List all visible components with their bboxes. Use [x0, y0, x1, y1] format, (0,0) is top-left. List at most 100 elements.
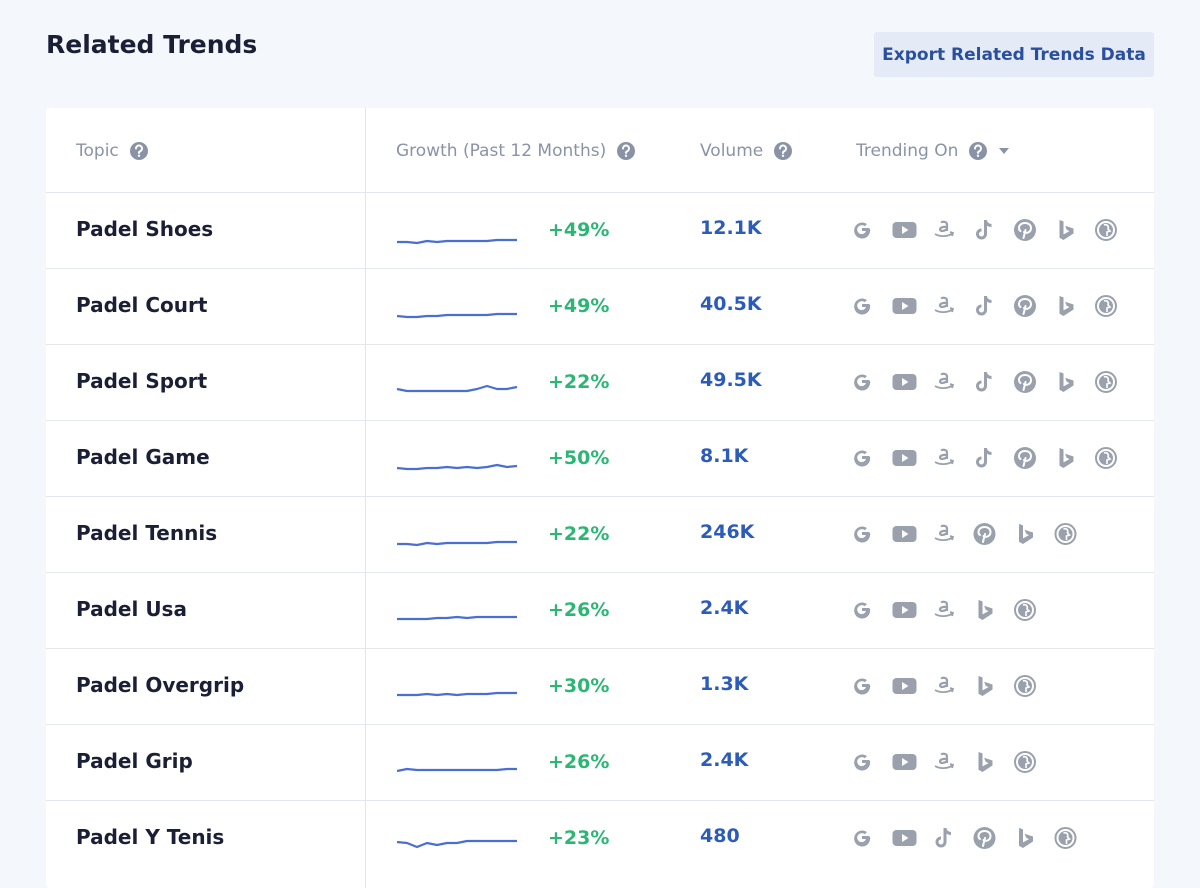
- table-row: Padel Shoes +49% 12.1K: [46, 192, 1154, 269]
- platform-icon: [934, 524, 955, 542]
- platform-icon: [934, 220, 955, 238]
- platform-icon: [1095, 295, 1117, 317]
- growth: +22%: [548, 371, 610, 393]
- column-divider: [365, 108, 366, 888]
- platform-icon: [978, 676, 993, 696]
- platform-icon: [1059, 220, 1074, 240]
- platform-icon: [978, 752, 993, 772]
- platform-icon: [934, 600, 955, 618]
- topic[interactable]: Padel Usa: [76, 597, 187, 621]
- platform-icons: [852, 825, 1152, 855]
- trends-table: Topic Growth (Past 12 Months) Volume Trendi…: [46, 108, 1154, 888]
- column-header-text: Volume: [700, 141, 764, 161]
- column-header-text: Growth (Past 12 Months): [396, 141, 607, 161]
- platform-icon: [973, 827, 996, 849]
- platform-icon: [934, 296, 955, 314]
- growth: +26%: [548, 599, 610, 621]
- platform-icon-set: [854, 219, 1117, 241]
- dropdown-arrow[interactable]: [998, 147, 1010, 155]
- platform-icon: [1014, 219, 1036, 241]
- sparkline: [397, 615, 517, 621]
- growth: +50%: [548, 447, 610, 469]
- growth: +30%: [548, 675, 610, 697]
- help-icon[interactable]: [773, 141, 793, 161]
- platform-icon-set: [854, 675, 1036, 697]
- growth: +26%: [548, 751, 610, 773]
- platform-icons: [852, 749, 1152, 779]
- page-title: Related Trends: [46, 30, 258, 59]
- platform-icon-set: [854, 599, 1036, 621]
- sparkline: [397, 238, 517, 245]
- help-icon[interactable]: [616, 141, 636, 161]
- platform-icon: [854, 830, 871, 847]
- page: Related Trends Export Related Trends Dat…: [46, 30, 1154, 888]
- platform-icons: [852, 673, 1152, 703]
- platform-icons: [852, 217, 1152, 247]
- sparkline: [397, 691, 517, 697]
- platform-icon: [854, 298, 871, 315]
- topic[interactable]: Padel Game: [76, 445, 210, 469]
- growth: +22%: [548, 523, 610, 545]
- sparkline: [396, 767, 517, 773]
- platform-icon: [892, 830, 917, 846]
- platform-icon: [978, 600, 993, 620]
- platform-icon-set: [854, 751, 1036, 773]
- platform-icon: [1095, 371, 1117, 393]
- platform-icon: [1019, 524, 1033, 544]
- platform-icon: [1014, 751, 1036, 773]
- platform-icon: [976, 219, 992, 240]
- platform-icon: [973, 523, 996, 545]
- growth: +49%: [548, 219, 610, 241]
- platform-icon: [935, 827, 952, 848]
- help-icon[interactable]: [968, 141, 988, 161]
- platform-icon: [892, 602, 917, 618]
- volume: 480: [700, 825, 740, 847]
- topic[interactable]: Padel Shoes: [76, 217, 214, 241]
- export-button[interactable]: Export Related Trends Data: [874, 32, 1154, 77]
- table-row: Padel Tennis +22% 246K: [46, 496, 1154, 573]
- platform-icon: [1059, 448, 1074, 468]
- platform-icon: [892, 450, 917, 466]
- sparkline: [397, 540, 517, 547]
- platform-icon: [1014, 371, 1036, 393]
- platform-icon: [1014, 295, 1036, 317]
- table-row: Padel Overgrip +30% 1.3K: [46, 648, 1154, 725]
- platform-icons: [852, 597, 1152, 627]
- sparkline: [396, 312, 517, 319]
- topic[interactable]: Padel Grip: [76, 749, 193, 773]
- sparkline: [396, 463, 518, 471]
- volume: 2.4K: [700, 597, 749, 619]
- platform-icons: [852, 293, 1152, 323]
- volume: 1.3K: [700, 673, 749, 695]
- platform-icon: [854, 602, 871, 619]
- platform-icon: [854, 450, 871, 467]
- topic[interactable]: Padel Y Tenis: [76, 825, 225, 849]
- platform-icon: [1059, 296, 1074, 316]
- volume: 12.1K: [700, 217, 762, 239]
- topic[interactable]: Padel Overgrip: [76, 673, 245, 697]
- platform-icon-set: [854, 523, 1077, 545]
- platform-icon: [854, 754, 871, 771]
- column-header: Trending On: [856, 138, 1010, 164]
- platform-icon-set: [854, 295, 1117, 317]
- sparkline: [396, 384, 518, 393]
- platform-icon: [934, 752, 955, 770]
- platform-icon: [1014, 599, 1036, 621]
- column-header: Topic: [76, 138, 149, 164]
- platform-icon: [854, 374, 871, 391]
- topic[interactable]: Padel Court: [76, 293, 208, 317]
- volume: 2.4K: [700, 749, 749, 771]
- help-icon[interactable]: [129, 141, 149, 161]
- platform-icon-set: [854, 827, 1077, 849]
- sparkline: [396, 839, 517, 849]
- table-row: Padel Game +50% 8.1K: [46, 420, 1154, 497]
- platform-icon: [1054, 827, 1077, 849]
- column-header-text: Trending On: [856, 141, 959, 161]
- platform-icon-set: [854, 447, 1117, 469]
- platform-icon: [934, 372, 955, 390]
- topic[interactable]: Padel Tennis: [76, 521, 218, 545]
- topic[interactable]: Padel Sport: [76, 369, 208, 393]
- table-row: Padel Sport +22% 49.5K: [46, 344, 1154, 421]
- platform-icon: [892, 754, 917, 770]
- platform-icon: [892, 298, 917, 314]
